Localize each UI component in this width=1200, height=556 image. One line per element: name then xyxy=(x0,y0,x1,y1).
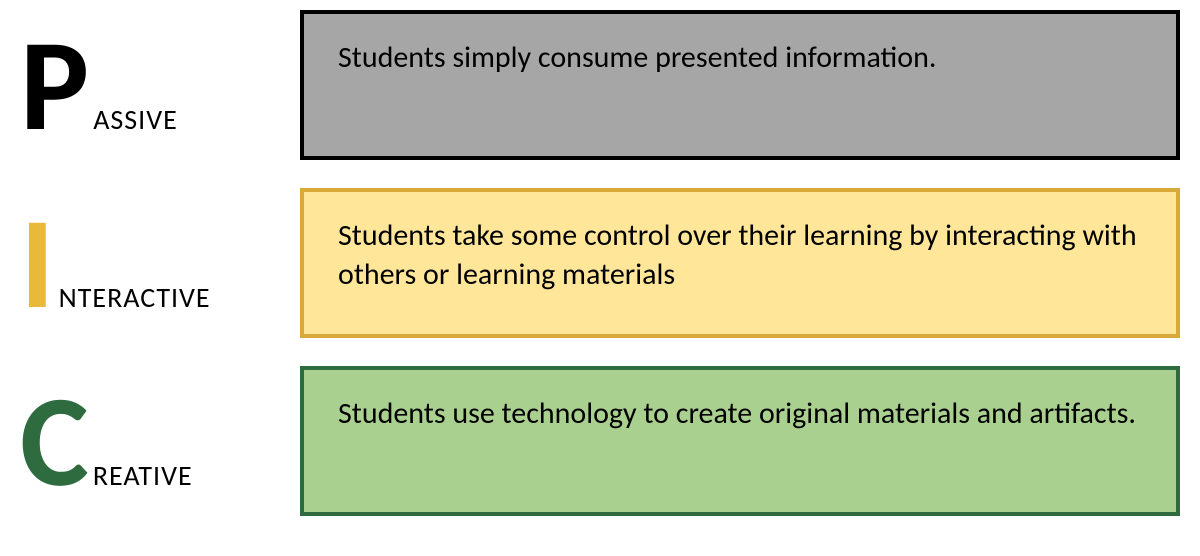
desc-passive: Students simply consume presented inform… xyxy=(300,10,1180,160)
label-passive: P ASSIVE xyxy=(20,20,300,150)
desc-interactive: Students take some control over their le… xyxy=(300,188,1180,338)
row-interactive: I NTERACTIVE Students take some control … xyxy=(20,188,1180,338)
row-creative: C REATIVE Students use technology to cre… xyxy=(20,366,1180,516)
rest-creative: REATIVE xyxy=(93,458,193,493)
desc-creative: Students use technology to create origin… xyxy=(300,366,1180,516)
pic-diagram: P ASSIVE Students simply consume present… xyxy=(20,10,1180,516)
label-creative: C REATIVE xyxy=(20,376,300,506)
label-interactive: I NTERACTIVE xyxy=(20,198,300,328)
row-passive: P ASSIVE Students simply consume present… xyxy=(20,10,1180,160)
letter-i: I xyxy=(20,198,51,328)
rest-passive: ASSIVE xyxy=(93,102,178,137)
letter-p: P xyxy=(20,20,85,150)
letter-c: C xyxy=(20,376,85,506)
rest-interactive: NTERACTIVE xyxy=(59,280,211,315)
